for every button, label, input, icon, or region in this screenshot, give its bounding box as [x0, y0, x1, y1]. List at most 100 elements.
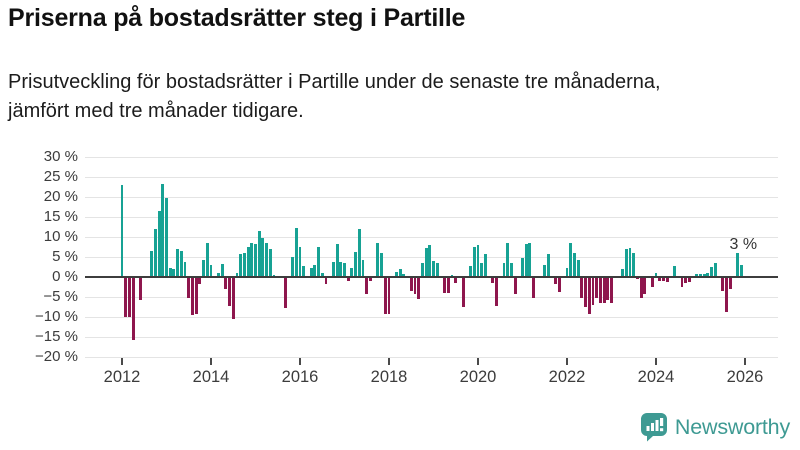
- bar: [254, 244, 257, 277]
- bar: [736, 253, 740, 277]
- bar: [584, 278, 587, 308]
- bar: [153, 229, 157, 277]
- y-axis-tick-label: 0 %: [52, 268, 78, 285]
- bar: [231, 278, 235, 320]
- bar: [576, 259, 580, 277]
- bar: [424, 248, 428, 277]
- bar: [387, 278, 391, 315]
- bar: [602, 278, 606, 303]
- bar: [228, 278, 231, 306]
- bar: [621, 269, 625, 277]
- bar: [250, 242, 254, 277]
- bar: [194, 278, 198, 315]
- bar: [187, 278, 191, 298]
- bar: [165, 197, 168, 277]
- x-axis-tick-label: 2012: [103, 368, 141, 386]
- bar: [235, 272, 239, 277]
- bar: [606, 278, 610, 301]
- newsworthy-bar-chart-speech-bubble-icon: [640, 412, 668, 442]
- x-axis-tick: [655, 358, 657, 365]
- page-title: Priserna på bostadsrätter steg i Partill…: [8, 4, 466, 32]
- bar: [380, 253, 384, 277]
- bar: [636, 278, 639, 280]
- bar: [224, 278, 228, 290]
- x-axis-tick-label: 2014: [192, 368, 230, 386]
- bar: [191, 278, 194, 316]
- bar: [179, 250, 183, 277]
- bar: [543, 265, 547, 277]
- gridline: [85, 257, 778, 258]
- bar: [639, 278, 643, 298]
- x-axis-tick: [299, 358, 301, 365]
- bar: [350, 268, 354, 277]
- x-axis-tick-label: 2018: [370, 368, 408, 386]
- bar: [587, 278, 591, 315]
- y-axis-tick-label: −5 %: [43, 288, 78, 305]
- bar: [124, 278, 128, 318]
- bar: [331, 261, 335, 277]
- bar: [687, 278, 691, 282]
- bar: [265, 242, 269, 277]
- bar: [168, 268, 172, 277]
- bar: [291, 256, 295, 277]
- x-axis-tick: [121, 358, 123, 365]
- newsworthy-logo[interactable]: Newsworthy: [640, 412, 790, 442]
- bar: [343, 263, 346, 277]
- bar: [472, 247, 476, 277]
- bar: [183, 261, 187, 277]
- bar: [365, 278, 369, 295]
- bar: [610, 278, 613, 303]
- bar: [294, 228, 298, 277]
- bar: [202, 260, 206, 277]
- chart-subtitle: Prisutveckling för bostadsrätter i Parti…: [8, 71, 661, 122]
- x-axis-tick: [566, 358, 568, 365]
- bar: [650, 278, 654, 288]
- bar: [695, 273, 699, 277]
- bar: [710, 266, 714, 277]
- bar: [239, 253, 243, 277]
- bar: [713, 262, 717, 277]
- bar: [176, 249, 180, 277]
- bar: [502, 262, 506, 277]
- bar: [376, 242, 380, 277]
- bar: [357, 229, 361, 277]
- bar: [446, 278, 450, 294]
- bar: [443, 278, 447, 294]
- bar: [161, 184, 165, 277]
- bar: [420, 263, 424, 277]
- x-axis-tick: [210, 358, 212, 365]
- bar: [513, 278, 517, 295]
- bar: [139, 278, 142, 300]
- bar: [127, 278, 131, 318]
- x-axis-tick: [388, 358, 390, 365]
- gridline: [85, 197, 778, 198]
- bar: [320, 272, 324, 277]
- x-axis-tick-label: 2016: [281, 368, 319, 386]
- bar: [491, 278, 495, 283]
- plot-area: 2012 2014 2016 2018 2020 2022 2024 2026: [85, 157, 778, 386]
- bar: [428, 245, 432, 277]
- bar: [480, 263, 484, 277]
- bar: [317, 246, 320, 277]
- bar: [521, 258, 524, 277]
- bar: [595, 278, 599, 299]
- bar: [643, 278, 647, 294]
- x-axis-tick-label: 2020: [459, 368, 497, 386]
- bar: [172, 269, 176, 277]
- y-axis-tick-label: 5 %: [52, 248, 78, 265]
- bar: [547, 253, 550, 277]
- bar: [302, 265, 306, 277]
- bar: [591, 278, 595, 306]
- y-axis-tick-label: −10 %: [35, 308, 78, 325]
- bar: [572, 252, 576, 277]
- bar: [509, 262, 513, 277]
- bar: [654, 273, 658, 277]
- gridline: [85, 157, 778, 158]
- gridline: [85, 297, 778, 298]
- bar: [725, 278, 728, 312]
- bar: [216, 273, 220, 277]
- bar: [394, 271, 398, 277]
- bar: [506, 242, 510, 277]
- y-axis-tick-label: −15 %: [35, 328, 78, 345]
